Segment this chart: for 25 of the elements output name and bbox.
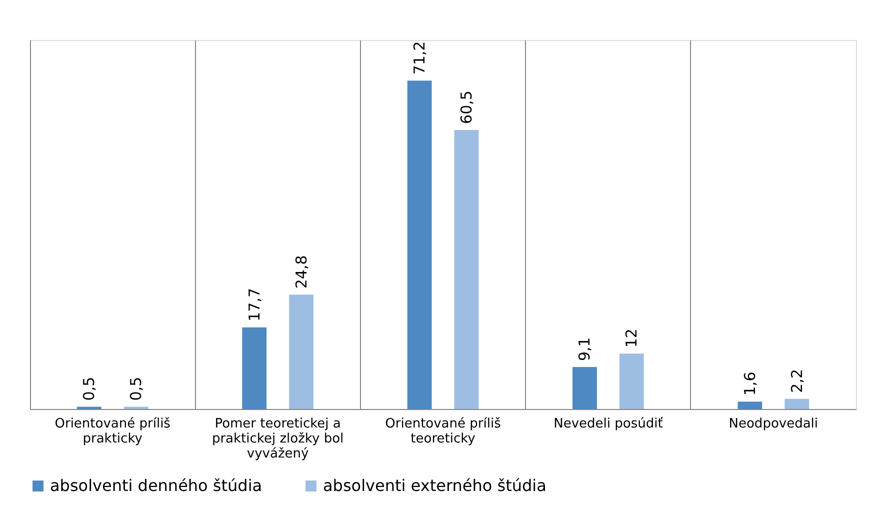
bar [572, 367, 597, 409]
bar [454, 130, 479, 409]
data-label: 2,2 [788, 368, 806, 393]
x-tick-label: Pomer teoretickej a praktickej zložky bol vyvážený [212, 416, 344, 462]
bar [784, 398, 810, 409]
data-label: 0,5 [127, 376, 146, 401]
bar [619, 354, 644, 409]
data-label: 0,5 [80, 376, 98, 401]
data-label: 60,5 [457, 90, 476, 124]
data-label: 12 [622, 328, 641, 348]
x-tick-label: Orientované príliš teoreticky [385, 416, 502, 446]
x-tick-label: Orientované príliš prakticky [54, 416, 171, 446]
legend-label: absolventi externého štúdia [323, 476, 546, 495]
data-label: 24,8 [292, 255, 310, 289]
bar [242, 327, 267, 409]
data-label: 17,7 [245, 288, 264, 322]
bar [289, 294, 314, 409]
data-label: 71,2 [410, 41, 429, 75]
legend-label: absolventi denného štúdia [50, 476, 262, 495]
x-tick-label: Neodpovedali [728, 416, 818, 432]
bar [738, 402, 762, 409]
data-label: 1,6 [740, 372, 759, 396]
x-tick-label: Nevedeli posúdiť [554, 416, 663, 432]
bar [407, 80, 432, 409]
data-label: 9,1 [576, 337, 594, 362]
